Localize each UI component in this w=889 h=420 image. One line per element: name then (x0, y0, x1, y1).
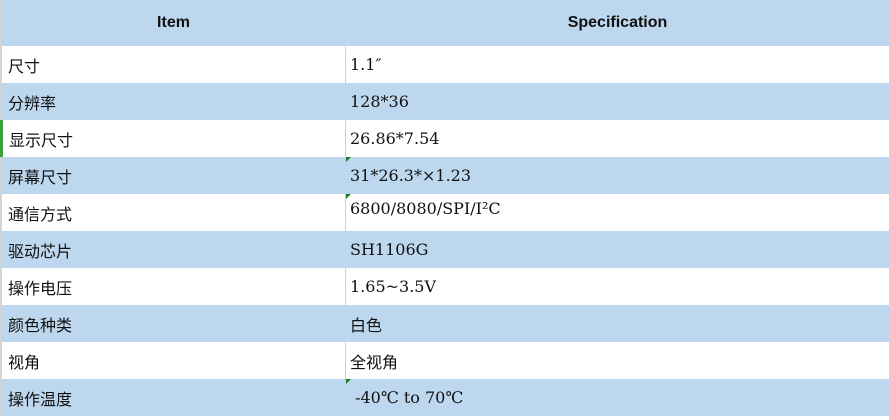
item-cell[interactable]: 视角 (0, 342, 345, 379)
spec-cell[interactable]: 1.1″ (345, 46, 889, 83)
item-cell-selected[interactable]: 显示尺寸 (0, 120, 345, 157)
table-row: 通信方式 6800/8080/SPI/I²C (0, 194, 889, 231)
spec-cell[interactable]: SH1106G (350, 240, 429, 259)
spec-text: 31*26.3*×1.23 (350, 166, 472, 185)
spec-cell[interactable]: 白色 (350, 315, 383, 335)
item-cell[interactable]: 屏幕尺寸 (0, 157, 345, 194)
comment-marker-icon (346, 194, 351, 199)
table-row: 显示尺寸 26.86*7.54 (0, 120, 889, 157)
spec-cell[interactable]: -40℃ to 70℃ (345, 379, 889, 416)
table-row: 尺寸 1.1″ (0, 46, 889, 83)
item-cell[interactable]: 尺寸 (0, 46, 345, 83)
item-cell[interactable]: 分辨率 (0, 83, 345, 120)
item-cell[interactable]: 通信方式 (0, 194, 345, 231)
header-item[interactable]: Item (0, 0, 345, 46)
header-specification[interactable]: Specification (567, 14, 668, 31)
item-cell[interactable]: 操作温度 (0, 379, 345, 416)
item-cell[interactable]: 操作电压 (0, 268, 345, 305)
comment-marker-icon (346, 379, 351, 384)
spec-text: 6800/8080/SPI/I²C (350, 199, 501, 218)
spec-cell[interactable]: 1.65~3.5V (345, 268, 889, 305)
spec-cell[interactable]: 26.86*7.54 (345, 120, 889, 157)
header-row: Item Specification (0, 0, 889, 46)
spec-cell[interactable]: 全视角 (345, 342, 889, 379)
table-row: 视角 全视角 (0, 342, 889, 379)
table-row: 颜色种类 白色 (0, 305, 889, 342)
comment-marker-icon (346, 157, 351, 162)
spec-cell[interactable]: 6800/8080/SPI/I²C (345, 194, 889, 231)
spec-cell[interactable]: 128*36 (350, 92, 409, 111)
table-row: 屏幕尺寸 31*26.3*×1.23 (0, 157, 889, 194)
item-cell[interactable]: 颜色种类 (0, 305, 345, 342)
spec-text: -40℃ to 70℃ (350, 388, 464, 407)
spec-cell[interactable]: 31*26.3*×1.23 (345, 157, 889, 194)
item-cell[interactable]: 驱动芯片 (0, 231, 345, 268)
table-row: 操作温度 -40℃ to 70℃ (0, 379, 889, 416)
table-row: 分辨率 128*36 (0, 83, 889, 120)
table-row: 操作电压 1.65~3.5V (0, 268, 889, 305)
table-row: 驱动芯片 SH1106G (0, 231, 889, 268)
